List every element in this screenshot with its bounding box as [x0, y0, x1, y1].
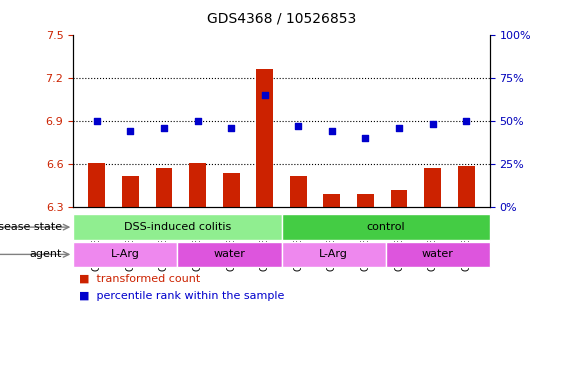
Point: [395, 125, 404, 131]
Bar: [155, 169, 172, 207]
Bar: [177, 242, 282, 267]
Bar: [223, 173, 239, 207]
Point: [294, 123, 303, 129]
Point: [260, 92, 269, 98]
Bar: [324, 194, 340, 207]
Point: [328, 128, 337, 134]
Point: [361, 135, 370, 141]
Bar: [357, 194, 374, 207]
Bar: [425, 169, 441, 207]
Text: water: water: [213, 249, 245, 260]
Point: [92, 118, 101, 124]
Text: L-Arg: L-Arg: [319, 249, 348, 260]
Text: control: control: [367, 222, 405, 232]
Text: water: water: [422, 249, 454, 260]
Point: [159, 125, 168, 131]
Bar: [282, 242, 386, 267]
Bar: [290, 176, 307, 207]
Bar: [189, 163, 206, 207]
Bar: [73, 242, 177, 267]
Text: disease state: disease state: [0, 222, 62, 232]
Text: agent: agent: [29, 249, 62, 260]
Bar: [122, 176, 138, 207]
Bar: [391, 190, 408, 207]
Text: DSS-induced colitis: DSS-induced colitis: [124, 222, 231, 232]
Bar: [282, 214, 490, 240]
Point: [428, 121, 437, 127]
Point: [226, 125, 235, 131]
Text: ■  transformed count: ■ transformed count: [79, 274, 200, 284]
Text: GDS4368 / 10526853: GDS4368 / 10526853: [207, 12, 356, 25]
Bar: [73, 214, 282, 240]
Point: [462, 118, 471, 124]
Text: ■  percentile rank within the sample: ■ percentile rank within the sample: [79, 291, 284, 301]
Bar: [458, 166, 475, 207]
Bar: [88, 163, 105, 207]
Point: [193, 118, 202, 124]
Bar: [256, 69, 273, 207]
Bar: [386, 242, 490, 267]
Point: [126, 128, 135, 134]
Text: L-Arg: L-Arg: [111, 249, 140, 260]
